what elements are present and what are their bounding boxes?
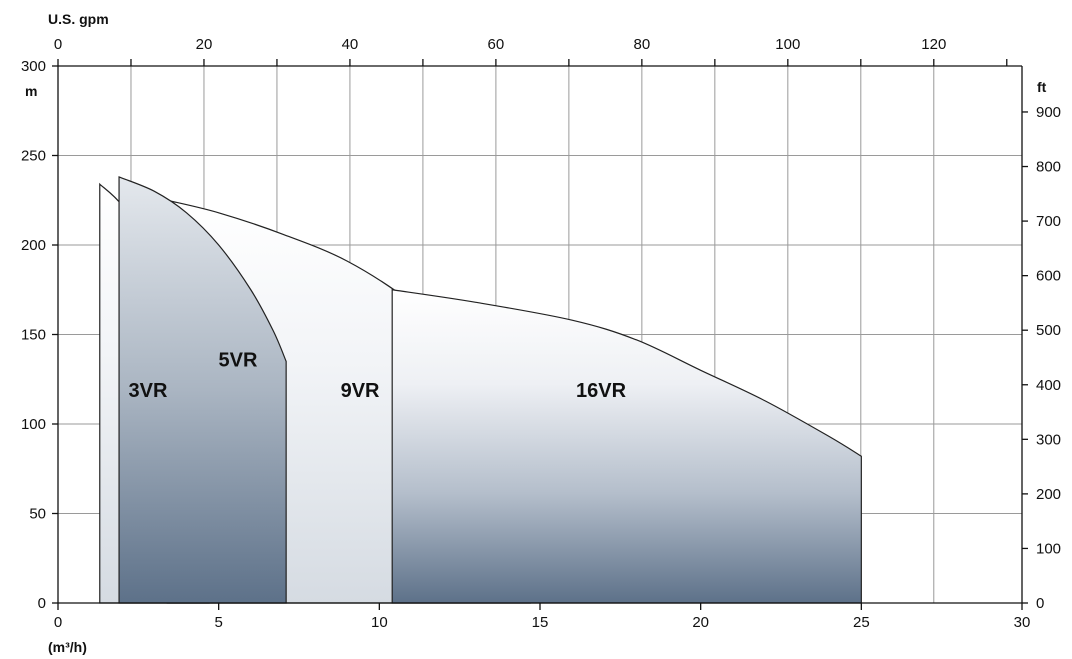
right-axis-tick-label: 700 xyxy=(1036,213,1061,230)
performance-regions: 3VR 5VR 9VR 16VR xyxy=(99,176,862,604)
top-axis-tick-label: 0 xyxy=(54,36,62,53)
top-axis-tick-label: 60 xyxy=(488,36,505,53)
left-axis-tick-label: 0 xyxy=(38,595,46,612)
top-axis-tick-label: 20 xyxy=(196,36,213,53)
region-5vr xyxy=(118,176,287,604)
region-label-9vr: 9VR xyxy=(341,380,380,402)
right-axis-tick-label: 100 xyxy=(1036,540,1061,557)
right-axis-title: ft xyxy=(1037,79,1047,95)
bottom-axis-tick-label: 0 xyxy=(54,614,62,631)
right-axis-tick-label: 200 xyxy=(1036,486,1061,503)
bottom-axis-tick-label: 30 xyxy=(1014,614,1031,631)
region-label-3vr: 3VR xyxy=(129,380,168,402)
axes: 0 5 10 15 20 25 300 20 40 60 80 100 1200501001502002… xyxy=(21,36,1061,631)
right-axis-tick-label: 800 xyxy=(1036,159,1061,176)
bottom-axis-tick-label: 15 xyxy=(532,614,549,631)
left-axis-tick-label: 250 xyxy=(21,148,46,165)
right-axis-tick-label: 500 xyxy=(1036,322,1061,339)
bottom-axis-tick-label: 10 xyxy=(371,614,388,631)
top-axis-tick-label: 100 xyxy=(775,36,800,53)
top-axis-tick-label: 40 xyxy=(342,36,359,53)
right-axis-tick-label: 900 xyxy=(1036,104,1061,121)
region-label-5vr: 5VR xyxy=(218,350,257,372)
left-axis-tick-label: 300 xyxy=(21,58,46,75)
left-axis-tick-label: 50 xyxy=(29,506,46,523)
left-axis-title: m xyxy=(25,83,37,99)
right-axis-tick-label: 0 xyxy=(1036,595,1044,612)
top-axis-title: U.S. gpm xyxy=(48,11,109,27)
top-axis-tick-label: 120 xyxy=(921,36,946,53)
bottom-axis-title: (m³/h) xyxy=(48,639,87,655)
bottom-axis-tick-label: 25 xyxy=(853,614,870,631)
right-axis-tick-label: 600 xyxy=(1036,268,1061,285)
left-axis-tick-label: 100 xyxy=(21,416,46,433)
left-axis-tick-label: 150 xyxy=(21,327,46,344)
left-axis-tick-label: 200 xyxy=(21,237,46,254)
bottom-axis-tick-label: 5 xyxy=(214,614,222,631)
region-16vr xyxy=(391,289,862,604)
right-axis-tick-label: 400 xyxy=(1036,377,1061,394)
bottom-axis-tick-label: 20 xyxy=(692,614,709,631)
right-axis-tick-label: 300 xyxy=(1036,431,1061,448)
region-label-16vr: 16VR xyxy=(576,380,627,402)
top-axis-tick-label: 80 xyxy=(634,36,651,53)
